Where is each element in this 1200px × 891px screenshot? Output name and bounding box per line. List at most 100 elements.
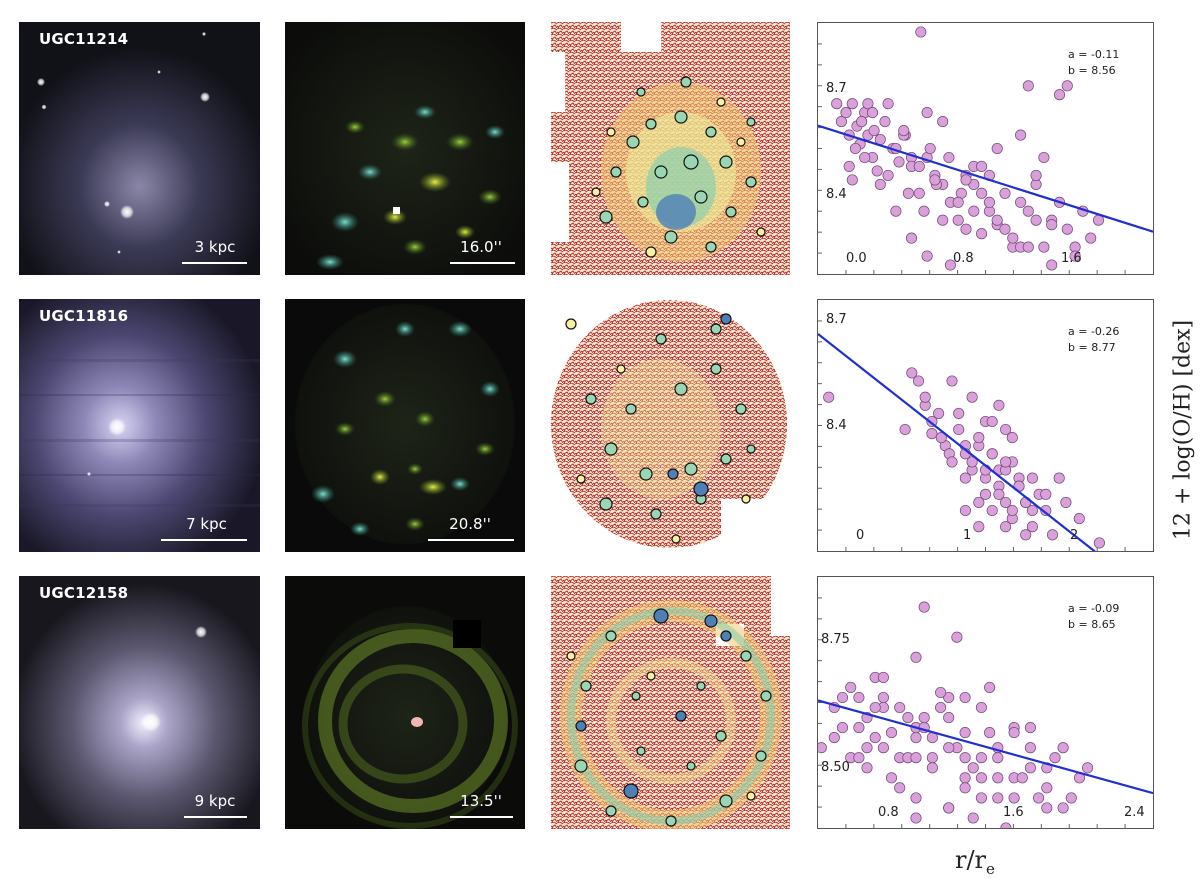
scatter-point [991,142,1003,155]
scatter-point [943,742,955,754]
galaxy-image-ugc11816: UGC11816 7 kpc [19,299,260,552]
x-tick-label: 1.6 [1003,805,1024,820]
scatter-point [983,196,995,208]
scatter-point [1000,822,1012,834]
scatter-point [986,415,998,428]
emission-image-ugc11816: 20.8'' [285,299,525,552]
scatter-point [849,142,861,155]
angular-scale-label: 13.5'' [460,792,502,810]
scatter-point [984,727,996,739]
scatter-point [975,772,987,784]
x-tick-label: 0.0 [846,251,867,266]
scatter-point [840,107,852,119]
scatter-point [1061,80,1073,92]
scatter-point [1060,496,1072,508]
axis-ticks [818,320,1126,551]
scatter-point [918,205,930,217]
scatter-point [929,174,941,186]
y-tick-label: 8.7 [826,312,847,327]
scatter-point [943,691,955,704]
angular-scale-label: 20.8'' [449,515,491,533]
scatter-point [1022,80,1034,92]
scatter-point [959,782,971,794]
scatter-point [861,742,873,754]
scatter-point [835,116,847,128]
scatter-point [992,792,1004,804]
scatter-point [926,752,938,764]
scatter-point [979,488,992,500]
scatter-point [1046,219,1058,231]
scatter-point [959,504,971,517]
galaxy-name: UGC11214 [39,30,129,48]
x-tick-label: 1.6 [1061,251,1082,266]
scatter-point [874,178,886,190]
fit-line [817,124,1154,233]
scatter-point [915,26,927,38]
scatter-point [973,432,985,444]
scatter-point [966,391,978,403]
scatter-point [1085,232,1097,244]
scatter-point [910,812,922,824]
scatter-point [959,772,971,784]
scatter-point [1024,722,1036,734]
scatter-point [999,223,1011,235]
gradient-plot-ugc11816: 8.7 8.4 0 1 2 a = -0.26 b = 8.77 [817,299,1154,599]
scatter-point [831,98,843,110]
scatter-point [879,116,891,128]
fit-line [817,699,1154,795]
scatter-point [1000,496,1012,508]
galaxy-image-ugc11214: UGC11214 3 kpc [19,22,260,275]
angular-scale-bar [450,816,513,818]
scatter-point [1026,504,1038,517]
scatter-point [944,259,956,271]
scatter-point [953,423,965,436]
scatter-point [890,205,902,217]
scatter-point [986,504,998,517]
scatter-point [1040,504,1052,517]
scatter-point [1000,456,1012,468]
galaxy-image-ugc12158: UGC12158 9 kpc [19,576,260,829]
emission-image-ugc11214: 16.0'' [285,22,525,275]
scatter-point [993,488,1005,500]
fit-slope-label: a = -0.26 [1068,325,1120,338]
fit-intercept-label: b = 8.77 [1068,341,1116,354]
y-axis-title: 12 + log(O/H) [dex] [1170,319,1196,541]
scatter-point [836,722,849,734]
scatter-point [952,196,964,208]
scatter-point [999,187,1011,199]
scatter-point [935,686,947,699]
scatter-point [918,712,930,724]
x-tick-label: 2 [1070,528,1079,543]
scatter-point [1033,792,1045,804]
scatter-point [1041,802,1053,814]
scatter-point [902,187,914,199]
galaxy-name: UGC11816 [39,307,129,325]
scatter-point [935,432,947,444]
scatter-point [1024,742,1036,754]
scatter-point [1065,792,1077,804]
scatter-point [918,601,930,613]
scatter-point [943,151,955,164]
scatter-point [967,762,979,774]
scatter-point [1057,742,1069,754]
physical-scale-bar [161,539,247,541]
fit-slope-label: a = -0.09 [1068,602,1120,615]
scatter-point [910,752,922,764]
hii-region-map-ugc11816 [551,299,790,552]
scatter-point [1038,151,1050,164]
scatter-point [1041,782,1053,794]
scatter-point [1022,241,1034,253]
scatter-point [976,228,988,240]
physical-scale-label: 3 kpc [194,238,236,256]
scatter-point [1030,169,1042,181]
scatter-point [1053,89,1066,101]
scatter-point [975,792,987,804]
scatter-point [975,701,987,714]
fit-intercept-label: b = 8.65 [1068,618,1116,631]
scatter-point [966,456,978,468]
scatter-point [946,456,958,468]
scatter-point [960,223,972,235]
scatter-point [853,752,865,764]
scatter-point [862,98,874,110]
scatter-point [1082,762,1094,774]
